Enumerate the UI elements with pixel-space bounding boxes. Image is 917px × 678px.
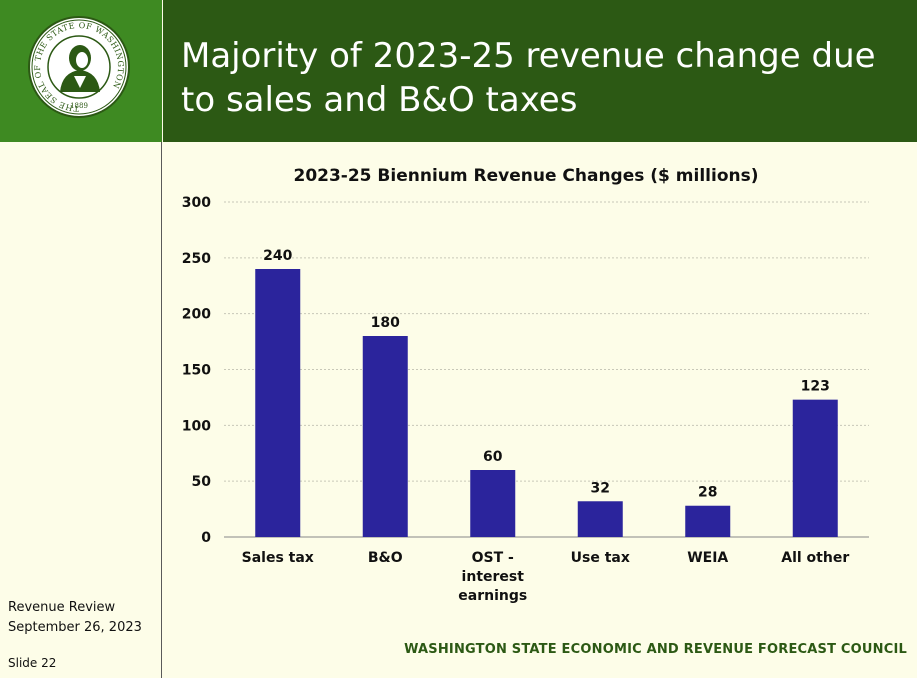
data-label: 180 xyxy=(371,315,400,331)
data-label: 123 xyxy=(801,379,830,395)
data-label: 32 xyxy=(591,480,610,496)
footer-meta: Revenue Review September 26, 2023 xyxy=(8,598,142,638)
y-tick-label: 0 xyxy=(201,530,211,546)
y-tick-label: 300 xyxy=(182,195,211,211)
footer-date: September 26, 2023 xyxy=(8,620,142,635)
footer-report-name: Revenue Review xyxy=(8,600,116,615)
y-tick-label: 50 xyxy=(192,474,212,490)
y-axis: 0 50 100 150 200 250 300 xyxy=(182,195,869,546)
title-banner: Majority of 2023-25 revenue change due t… xyxy=(163,0,917,142)
revenue-bar-chart: 2023-25 Biennium Revenue Changes ($ mill… xyxy=(182,166,869,604)
bar xyxy=(362,336,408,537)
bar xyxy=(577,501,623,537)
y-tick-label: 200 xyxy=(182,307,211,323)
x-tick-label: interest xyxy=(462,569,525,585)
vertical-divider xyxy=(161,142,162,678)
bar xyxy=(470,470,516,537)
bar xyxy=(792,399,838,537)
y-tick-label: 150 xyxy=(182,363,211,379)
x-tick-label: OST - xyxy=(472,550,514,566)
x-axis-labels: Sales tax B&O OST - interest earnings Use tax… xyxy=(242,550,850,604)
header-seal-panel: THE SEAL OF THE STATE OF WASHINGTON 1889 xyxy=(0,0,162,142)
data-label: 60 xyxy=(483,449,503,465)
seal-year: 1889 xyxy=(70,102,88,110)
x-tick-label: All other xyxy=(781,550,849,566)
x-tick-label: Sales tax xyxy=(242,550,314,566)
slide-number: Slide 22 xyxy=(8,656,57,670)
council-name: WASHINGTON STATE ECONOMIC AND REVENUE FO… xyxy=(404,642,907,657)
y-tick-label: 100 xyxy=(182,418,211,434)
washington-state-seal: THE SEAL OF THE STATE OF WASHINGTON 1889 xyxy=(28,16,130,118)
slide-title: Majority of 2023-25 revenue change due t… xyxy=(181,36,876,120)
data-label: 28 xyxy=(698,485,717,501)
x-tick-label: WEIA xyxy=(687,550,728,566)
x-tick-label: Use tax xyxy=(571,550,630,566)
y-tick-label: 250 xyxy=(182,251,211,267)
bar xyxy=(685,505,731,537)
bar xyxy=(255,269,301,537)
bars xyxy=(255,269,838,537)
x-tick-label: B&O xyxy=(368,550,403,566)
x-tick-label: earnings xyxy=(458,588,527,604)
chart-title: 2023-25 Biennium Revenue Changes ($ mill… xyxy=(293,166,758,186)
data-labels: 240 180 60 32 28 123 xyxy=(263,248,830,501)
chart-gridlines xyxy=(224,201,869,482)
washington-portrait-icon xyxy=(60,45,100,92)
data-label: 240 xyxy=(263,248,292,264)
